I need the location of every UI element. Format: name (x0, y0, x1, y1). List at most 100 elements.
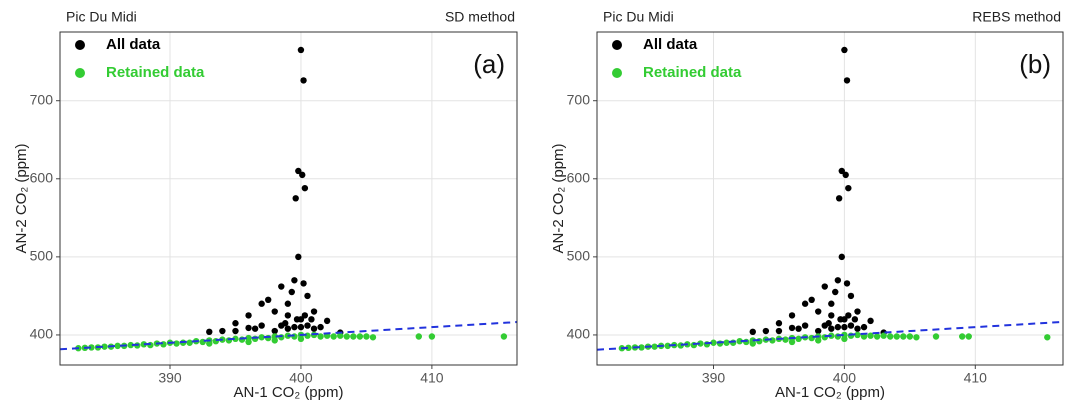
x-tick-label: 410 (420, 370, 444, 386)
data-point (762, 327, 770, 335)
data-point (140, 341, 148, 348)
y-axis-label: AN-2 CO₂ (ppm) (13, 143, 30, 253)
data-point (775, 327, 783, 335)
data-point (828, 312, 835, 319)
data-point (297, 335, 305, 343)
data-point (906, 333, 914, 340)
data-point (851, 316, 859, 323)
data-point (295, 167, 302, 175)
panel: 400 500 600 700 390 400 410 Pic Du Midi REBS met… (550, 9, 1064, 401)
data-point (965, 333, 972, 340)
data-point (284, 300, 292, 307)
data-point (697, 340, 704, 347)
data-point (867, 317, 874, 325)
data-point (219, 327, 226, 335)
data-point (206, 328, 213, 336)
y-tick-label: 400 (567, 326, 591, 342)
data-point (834, 323, 842, 331)
data-point (843, 77, 851, 84)
data-point (880, 332, 887, 339)
data-point (317, 333, 324, 340)
x-tick-label: 390 (702, 370, 726, 386)
panel: 400 500 600 700 390 400 410 Pic Du Midi SD metho… (13, 9, 518, 401)
data-point (308, 316, 315, 323)
data-point (775, 320, 783, 327)
data-point (841, 46, 848, 54)
data-point (304, 332, 311, 339)
data-point (127, 341, 134, 349)
data-point (88, 344, 95, 351)
y-axis-label: AN-2 CO₂ (ppm) (550, 143, 567, 253)
x-tick-label: 390 (158, 370, 182, 386)
data-point (815, 337, 822, 344)
plot-background (597, 32, 1063, 365)
data-point (749, 340, 756, 347)
legend-label: Retained data (106, 64, 205, 81)
data-point (363, 333, 370, 340)
data-point (288, 288, 295, 296)
data-point (310, 325, 318, 332)
data-point (271, 308, 278, 315)
legend-marker (75, 40, 85, 50)
data-point (278, 334, 285, 341)
data-point (265, 296, 272, 304)
data-point (828, 325, 835, 332)
data-point (304, 292, 311, 300)
data-point (258, 322, 265, 329)
x-tick-label: 400 (289, 370, 313, 386)
data-point (782, 336, 789, 343)
data-point (845, 184, 852, 192)
data-point (291, 323, 298, 331)
data-point (664, 342, 671, 350)
data-point (651, 343, 658, 350)
data-point (723, 339, 730, 346)
legend-label: Retained data (643, 64, 742, 81)
data-point (959, 333, 966, 340)
data-point (841, 323, 848, 331)
data-point (428, 333, 436, 340)
chart-subtitle: SD method (445, 9, 515, 25)
data-point (847, 292, 855, 300)
data-point (795, 335, 802, 343)
y-tick-label: 400 (30, 326, 54, 342)
data-point (293, 316, 301, 323)
data-point (245, 312, 252, 319)
data-point (815, 308, 822, 315)
data-point (500, 333, 508, 340)
y-tick-label: 700 (30, 91, 54, 107)
data-point (271, 337, 278, 344)
data-point (838, 167, 845, 175)
legend-marker (612, 40, 622, 50)
data-point (147, 341, 154, 349)
data-point (101, 343, 108, 350)
data-point (232, 335, 239, 343)
data-point (299, 171, 306, 179)
data-point (821, 322, 828, 329)
data-point (114, 342, 121, 350)
data-point (795, 325, 802, 332)
data-point (356, 333, 364, 340)
data-point (291, 277, 298, 284)
reference-line (596, 320, 1064, 351)
legend-marker (75, 68, 85, 78)
data-point (638, 344, 645, 351)
legend-marker (612, 68, 622, 78)
panel-annotation: (b) (1019, 49, 1051, 79)
panel-annotation: (a) (473, 49, 505, 79)
data-point (842, 171, 849, 179)
data-point (278, 322, 285, 329)
data-point (415, 333, 422, 340)
data-point (300, 77, 307, 84)
data-point (847, 322, 855, 329)
data-point (835, 195, 843, 202)
y-tick-label: 600 (567, 169, 591, 185)
x-axis-label: AN-1 CO₂ (ppm) (233, 384, 343, 401)
data-point (284, 312, 292, 319)
data-point (887, 333, 894, 340)
data-point (330, 333, 337, 340)
data-point (258, 300, 265, 307)
plot-background (60, 32, 517, 365)
data-point (292, 195, 299, 202)
data-point (854, 325, 861, 332)
